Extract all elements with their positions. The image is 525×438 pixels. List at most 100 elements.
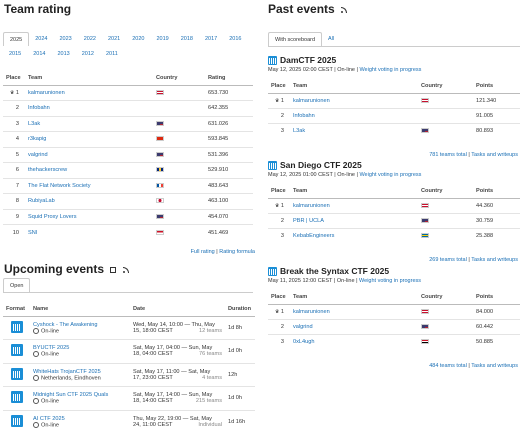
event-title-link[interactable]: DamCTF 2025 bbox=[280, 55, 337, 65]
team-link[interactable]: Infobahn bbox=[293, 112, 315, 119]
tab-year-2015[interactable]: 2015 bbox=[9, 51, 22, 57]
team-link[interactable]: Squid Proxy Lovers bbox=[28, 213, 77, 220]
team-link[interactable]: L3ak bbox=[293, 127, 306, 134]
team-link[interactable]: SNI bbox=[28, 229, 38, 236]
team-link[interactable]: 0xL4ugh bbox=[293, 338, 315, 345]
place: 3 bbox=[280, 127, 284, 134]
event-online: On-line bbox=[337, 172, 355, 178]
tasks-writeups-link[interactable]: Tasks and writeups bbox=[471, 257, 518, 263]
team-link[interactable]: PBR | UCLA bbox=[293, 217, 324, 224]
table-row: 4 r3kapig 593.845 bbox=[3, 131, 253, 147]
team-link[interactable]: valgrind bbox=[28, 151, 48, 158]
footer-separator: | bbox=[216, 249, 218, 255]
team-link[interactable]: L3ak bbox=[28, 120, 41, 127]
col-format: Format bbox=[3, 302, 30, 317]
points-value: 121.340 bbox=[473, 92, 520, 108]
tab-year-2024[interactable]: 2024 bbox=[35, 36, 48, 42]
event-format-icon bbox=[10, 367, 23, 380]
tab-open[interactable]: Open bbox=[3, 278, 31, 292]
event-location: On-line bbox=[41, 327, 60, 334]
country bbox=[153, 177, 205, 194]
tab-year-2022[interactable]: 2022 bbox=[83, 36, 96, 42]
flag-id-icon bbox=[156, 229, 164, 235]
crown-icon: ♛ bbox=[9, 89, 15, 96]
rating-footer: Full rating | Rating formula bbox=[150, 249, 255, 255]
team-link[interactable]: kalmarunionen bbox=[293, 308, 330, 315]
weight-vote-link[interactable]: Weight voting in progress bbox=[359, 172, 422, 178]
table-row: Cyshock - The Awakening On-line Wed, May 1… bbox=[3, 315, 255, 340]
flag-us-icon bbox=[421, 127, 429, 133]
teams-count: 215 teams bbox=[195, 398, 222, 405]
event-format-icon bbox=[10, 391, 23, 404]
event-link[interactable]: WhiteHats TrojanCTF 2025 bbox=[33, 368, 101, 375]
tab-year-2019[interactable]: 2019 bbox=[156, 36, 169, 42]
country bbox=[153, 162, 205, 178]
tab-year-2020[interactable]: 2020 bbox=[132, 36, 145, 42]
event-title-link[interactable]: San Diego CTF 2025 bbox=[280, 160, 362, 170]
place: 4 bbox=[3, 131, 25, 147]
weight-vote-link[interactable]: Weight voting in progress bbox=[359, 67, 422, 73]
team-link[interactable]: kalmarunionen bbox=[28, 89, 65, 96]
tab-year-2018[interactable]: 2018 bbox=[180, 36, 193, 42]
tab-year-2021[interactable]: 2021 bbox=[108, 36, 121, 42]
tab-year-2012[interactable]: 2012 bbox=[81, 51, 94, 57]
event-link[interactable]: Midnight Sun CTF 2025 Quals bbox=[33, 392, 109, 398]
event-title-link[interactable]: Break the Syntax CTF 2025 bbox=[280, 266, 390, 276]
tab-year-2025[interactable]: 2025 bbox=[3, 32, 30, 46]
tasks-writeups-link[interactable]: Tasks and writeups bbox=[471, 152, 518, 158]
place: 9 bbox=[3, 208, 25, 225]
crown-icon: ♛ bbox=[274, 308, 280, 315]
team-link[interactable]: RubiyaLab bbox=[28, 198, 55, 205]
event-duration: 1d 0h bbox=[225, 386, 255, 410]
team-link[interactable]: KebabEngineers bbox=[293, 232, 335, 239]
event-date: Sat, May 17, 11:00 — Sat, May 17, 23:00 C… bbox=[130, 362, 225, 387]
event-link[interactable]: BYUCTF 2025 bbox=[33, 345, 70, 351]
teams-total-link[interactable]: 484 teams total bbox=[429, 363, 467, 369]
tab-with-scoreboard[interactable]: With scoreboard bbox=[268, 32, 323, 46]
points-value: 60.442 bbox=[473, 318, 520, 334]
event-link[interactable]: AI CTF 2025 bbox=[33, 415, 65, 422]
team-link[interactable]: Infobahn bbox=[28, 105, 50, 112]
calendar-icon[interactable] bbox=[110, 266, 117, 273]
flag-dk-icon bbox=[421, 308, 429, 314]
flag-kr-icon bbox=[156, 198, 164, 204]
team-link[interactable]: kalmarunionen bbox=[293, 97, 330, 104]
place: 5 bbox=[3, 146, 25, 163]
globe-icon bbox=[33, 351, 39, 357]
event-duration: 1d 8h bbox=[225, 315, 255, 340]
rating-value: 451.469 bbox=[205, 224, 253, 240]
rss-icon[interactable] bbox=[341, 6, 348, 14]
upcoming-title-text: Upcoming events bbox=[4, 262, 105, 276]
tab-year-2023[interactable]: 2023 bbox=[59, 36, 72, 42]
tasks-writeups-link[interactable]: Tasks and writeups bbox=[471, 363, 518, 369]
event-link[interactable]: Cyshock - The Awakening bbox=[33, 321, 98, 328]
full-rating-link[interactable]: Full rating bbox=[190, 249, 215, 255]
tab-all[interactable]: All bbox=[328, 36, 335, 42]
col-place: Place bbox=[3, 72, 25, 86]
separator: | bbox=[334, 172, 336, 178]
tab-year-2014[interactable]: 2014 bbox=[33, 51, 46, 57]
rating-formula-link[interactable]: Rating formula bbox=[219, 249, 255, 255]
teams-total-link[interactable]: 269 teams total bbox=[429, 257, 467, 263]
tab-year-2013[interactable]: 2013 bbox=[57, 51, 70, 57]
table-row: 3 KebabEngineers 25.388 bbox=[268, 227, 520, 243]
rating-value: 642.355 bbox=[205, 100, 253, 116]
country bbox=[418, 303, 473, 319]
separator: | bbox=[356, 67, 358, 73]
team-link[interactable]: r3kapig bbox=[28, 136, 47, 143]
flag-dk-icon bbox=[421, 202, 429, 208]
rss-icon[interactable] bbox=[122, 266, 130, 274]
place: 2 bbox=[280, 323, 284, 330]
country bbox=[418, 333, 473, 349]
tab-year-2016[interactable]: 2016 bbox=[229, 36, 242, 42]
place: 2 bbox=[280, 217, 284, 224]
teams-total-link[interactable]: 781 teams total bbox=[429, 152, 467, 158]
tab-year-2011[interactable]: 2011 bbox=[106, 51, 118, 57]
team-link[interactable]: The Flat Network Society bbox=[28, 182, 91, 189]
team-link[interactable]: thehackerscrew bbox=[28, 167, 68, 174]
team-link[interactable]: valgrind bbox=[293, 323, 313, 330]
tab-year-2017[interactable]: 2017 bbox=[205, 36, 218, 42]
weight-vote-link[interactable]: Weight voting in progress bbox=[359, 278, 422, 284]
country bbox=[153, 131, 205, 147]
team-link[interactable]: kalmarunionen bbox=[293, 202, 330, 209]
